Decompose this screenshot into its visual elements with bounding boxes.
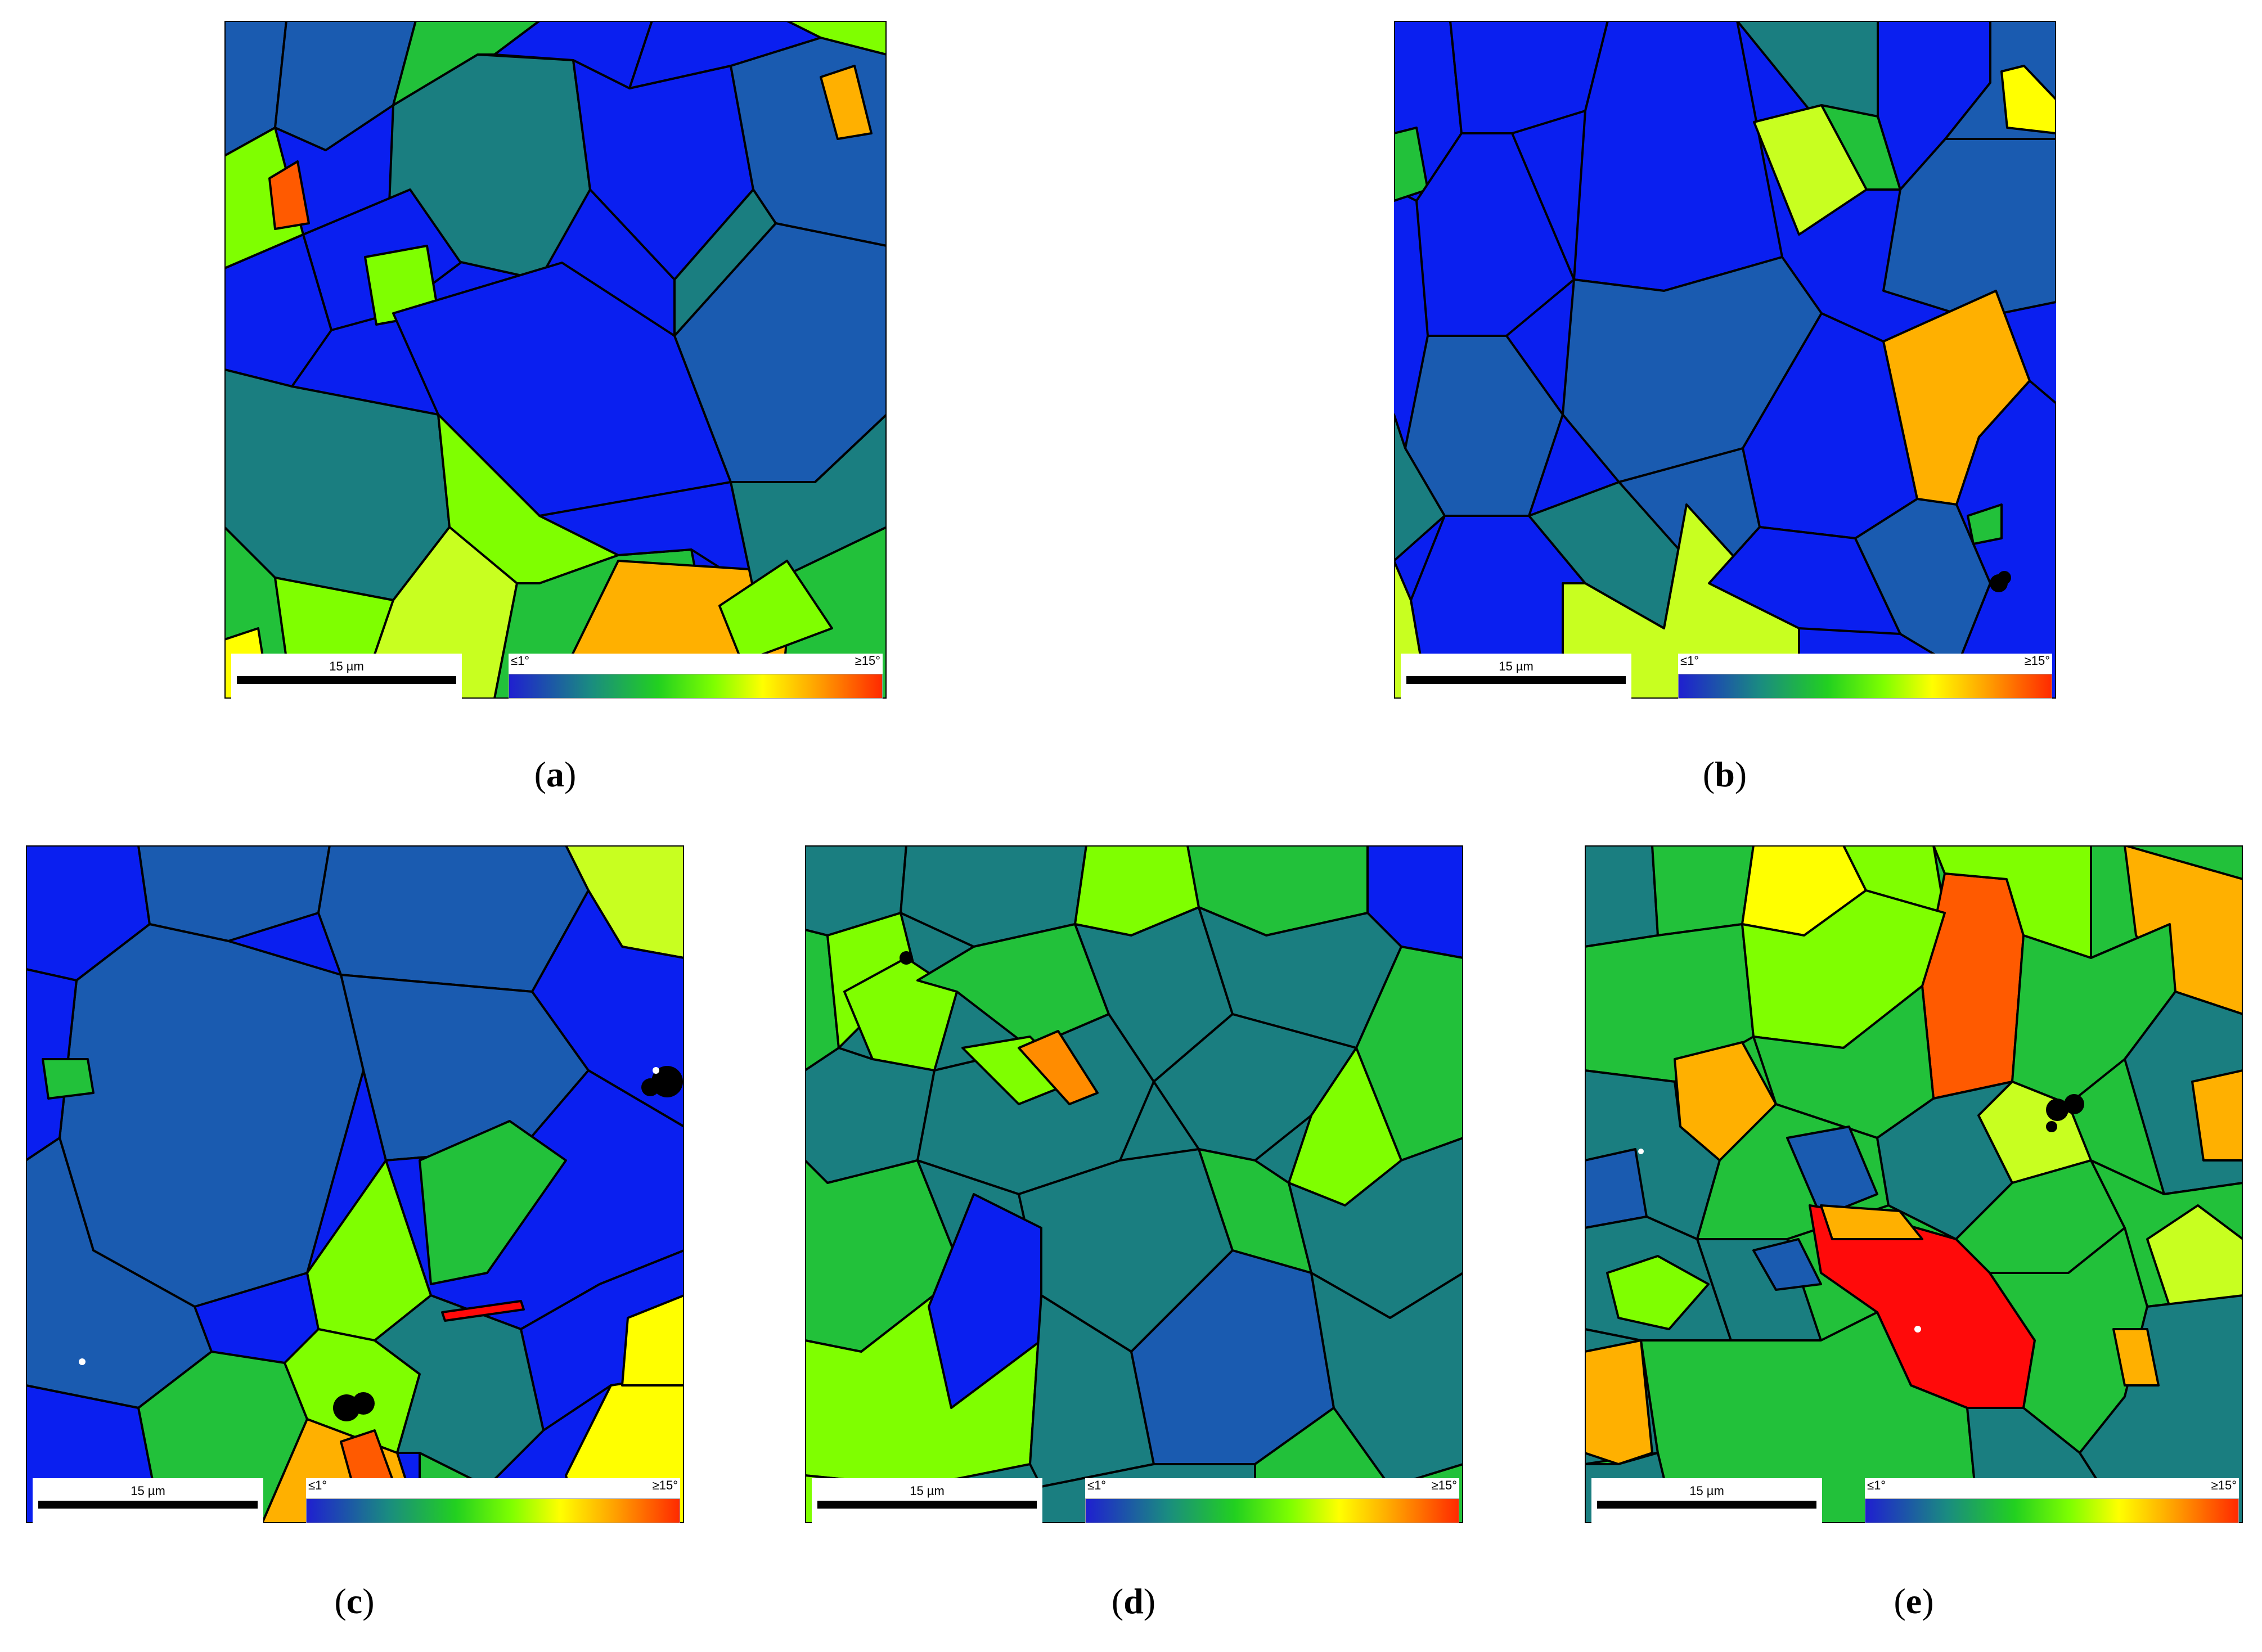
ebsd-map-a: 15 µm ≤1° ≥15° [224, 21, 887, 699]
caption-a: (a) [534, 754, 577, 794]
colorbar-max-label-c: ≥15° [652, 1478, 678, 1492]
colorbar-gradient-b [1678, 674, 2052, 699]
grain-map-c [26, 845, 684, 1523]
colorbar-c: ≤1° ≥15° [306, 1478, 680, 1523]
colorbar-a: ≤1° ≥15° [509, 654, 883, 699]
colorbar-d: ≤1° ≥15° [1085, 1478, 1459, 1523]
grain-map-a [224, 21, 887, 699]
ebsd-map-c: 15 µm ≤1° ≥15° [26, 845, 684, 1523]
colorbar-gradient-a [509, 674, 883, 699]
scale-bar-label-d: 15 µm [910, 1484, 945, 1498]
caption-c: (c) [334, 1581, 375, 1621]
colorbar-max-label-d: ≥15° [1431, 1478, 1457, 1492]
ebsd-map-d: 15 µm ≤1° ≥15° [805, 845, 1463, 1523]
scale-bar-b [1406, 676, 1626, 684]
ebsd-map-e: 15 µm ≤1° ≥15° [1585, 845, 2243, 1523]
colorbar-max-label-b: ≥15° [2024, 654, 2050, 668]
scale-bar-e [1597, 1501, 1816, 1509]
colorbar-gradient-d [1085, 1498, 1459, 1523]
scale-bar-label-b: 15 µm [1499, 659, 1534, 673]
colorbar-min-label-a: ≤1° [511, 654, 530, 668]
colorbar-max-label-a: ≥15° [855, 654, 880, 668]
scale-bar-a [237, 676, 456, 684]
colorbar-min-label-b: ≤1° [1680, 654, 1699, 668]
scale-bar-label-e: 15 µm [1689, 1484, 1724, 1498]
colorbar-gradient-c [306, 1498, 680, 1523]
colorbar-gradient-e [1865, 1498, 2239, 1523]
grain-map-e [1585, 845, 2243, 1523]
caption-e: (e) [1894, 1581, 1934, 1621]
colorbar-min-label-e: ≤1° [1867, 1478, 1886, 1492]
grain-map-d [805, 845, 1463, 1523]
caption-d: (d) [1111, 1581, 1156, 1621]
colorbar-e: ≤1° ≥15° [1865, 1478, 2239, 1523]
scale-bar-c [38, 1501, 258, 1509]
scale-bar-d [817, 1501, 1037, 1509]
colorbar-min-label-c: ≤1° [308, 1478, 327, 1492]
scale-bar-label-c: 15 µm [131, 1484, 165, 1498]
colorbar-b: ≤1° ≥15° [1678, 654, 2052, 699]
colorbar-min-label-d: ≤1° [1087, 1478, 1107, 1492]
scale-bar-label-a: 15 µm [329, 659, 364, 673]
caption-b: (b) [1702, 754, 1747, 794]
colorbar-max-label-e: ≥15° [2211, 1478, 2237, 1492]
ebsd-map-b: 15 µm ≤1° ≥15° [1394, 21, 2056, 699]
grain-map-b [1394, 21, 2056, 699]
